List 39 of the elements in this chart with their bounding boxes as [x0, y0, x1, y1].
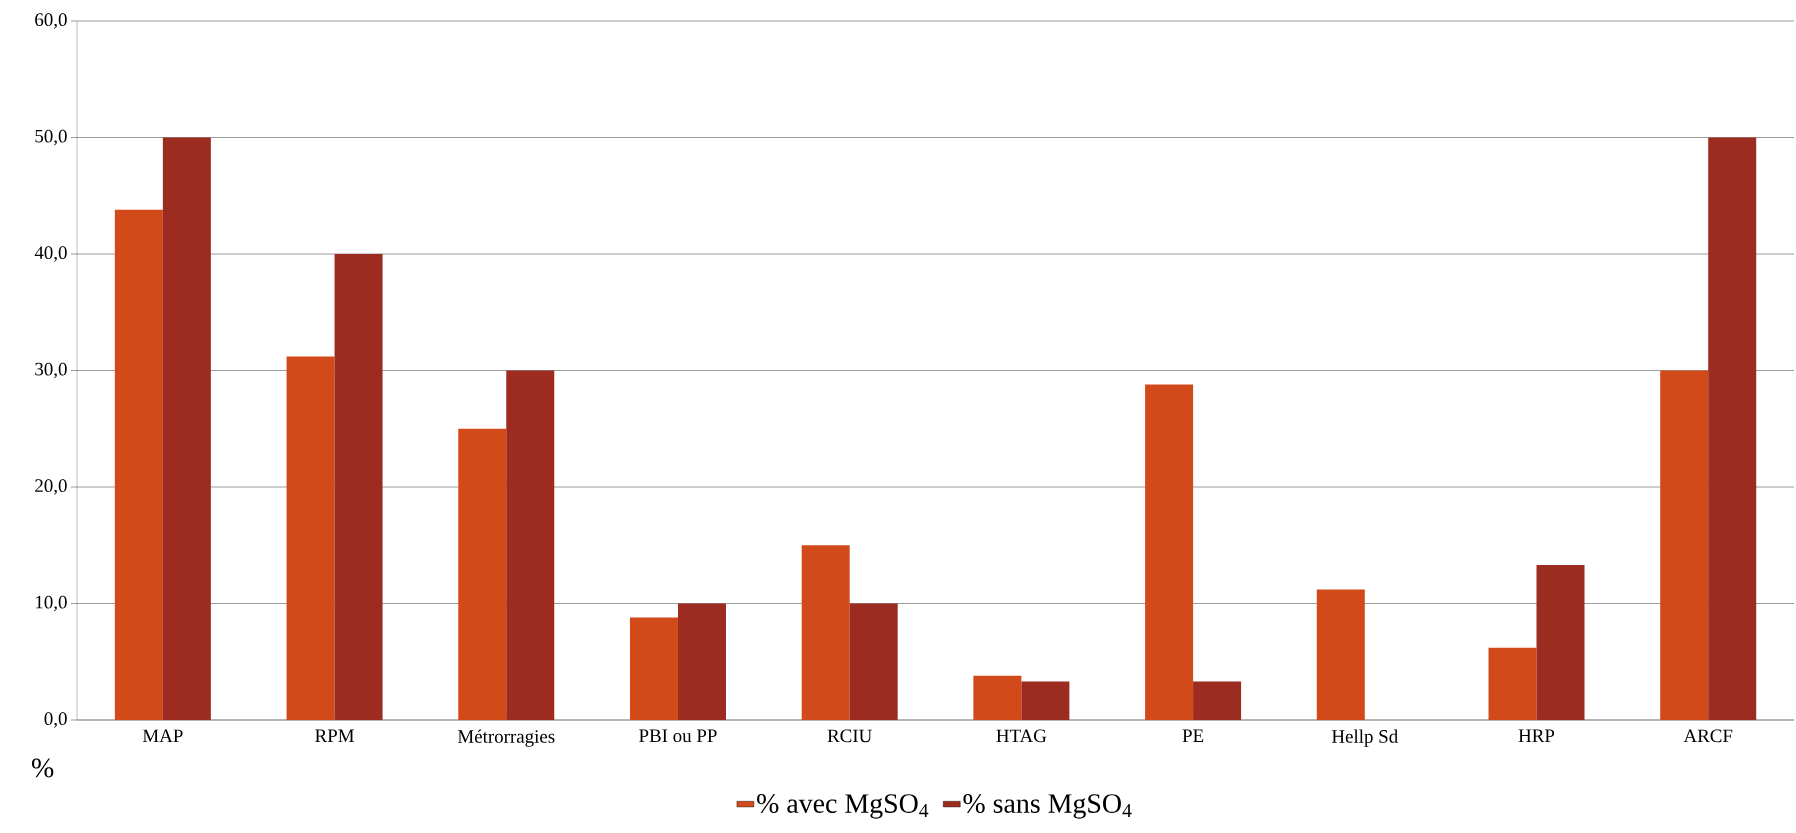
y-tick-label: 50,0	[35, 129, 67, 146]
x-tick-label: PBI ou PP	[639, 729, 717, 743]
bar	[1145, 384, 1194, 720]
bar	[801, 545, 850, 720]
bar	[506, 370, 555, 720]
bar	[162, 137, 211, 720]
x-tick-label: PE	[1182, 729, 1204, 742]
bar	[849, 603, 898, 720]
bar	[1488, 647, 1537, 720]
bar	[677, 603, 726, 720]
bar	[286, 356, 335, 720]
bar	[114, 209, 163, 720]
y-tick-label: 40,0	[34, 246, 67, 262]
x-tick-label: RPM	[315, 729, 354, 742]
y-tick-label: 30,0	[35, 362, 67, 379]
x-tick-label: RCIU	[827, 729, 872, 743]
y-tick-label: 20,0	[35, 479, 67, 495]
bar	[334, 254, 383, 720]
x-tick-label: Hellp Sd	[1331, 729, 1398, 747]
bar	[1021, 681, 1070, 720]
x-tick-label: Métrorragies	[457, 729, 555, 747]
bar	[1316, 589, 1365, 720]
bar	[1708, 137, 1757, 720]
legend-label: % sans MgSO$_{4}$	[963, 794, 1132, 819]
x-tick-label: HRP	[1518, 729, 1555, 742]
bar	[458, 428, 507, 720]
y-axis-title: %	[31, 758, 54, 778]
y-tick-label: 60,0	[35, 13, 67, 29]
bar	[1660, 370, 1709, 720]
y-tick-label: 10,0	[36, 595, 67, 612]
y-tick-label: 0,0	[44, 712, 67, 728]
x-tick-label: HTAG	[996, 729, 1047, 743]
x-tick-label: ARCF	[1683, 729, 1733, 743]
bar	[1193, 681, 1242, 720]
bar	[973, 675, 1022, 720]
bar	[1536, 565, 1585, 720]
bar	[629, 617, 678, 720]
legend-label: % avec MgSO$_{4}$	[757, 794, 929, 819]
x-tick-label: MAP	[142, 729, 183, 743]
